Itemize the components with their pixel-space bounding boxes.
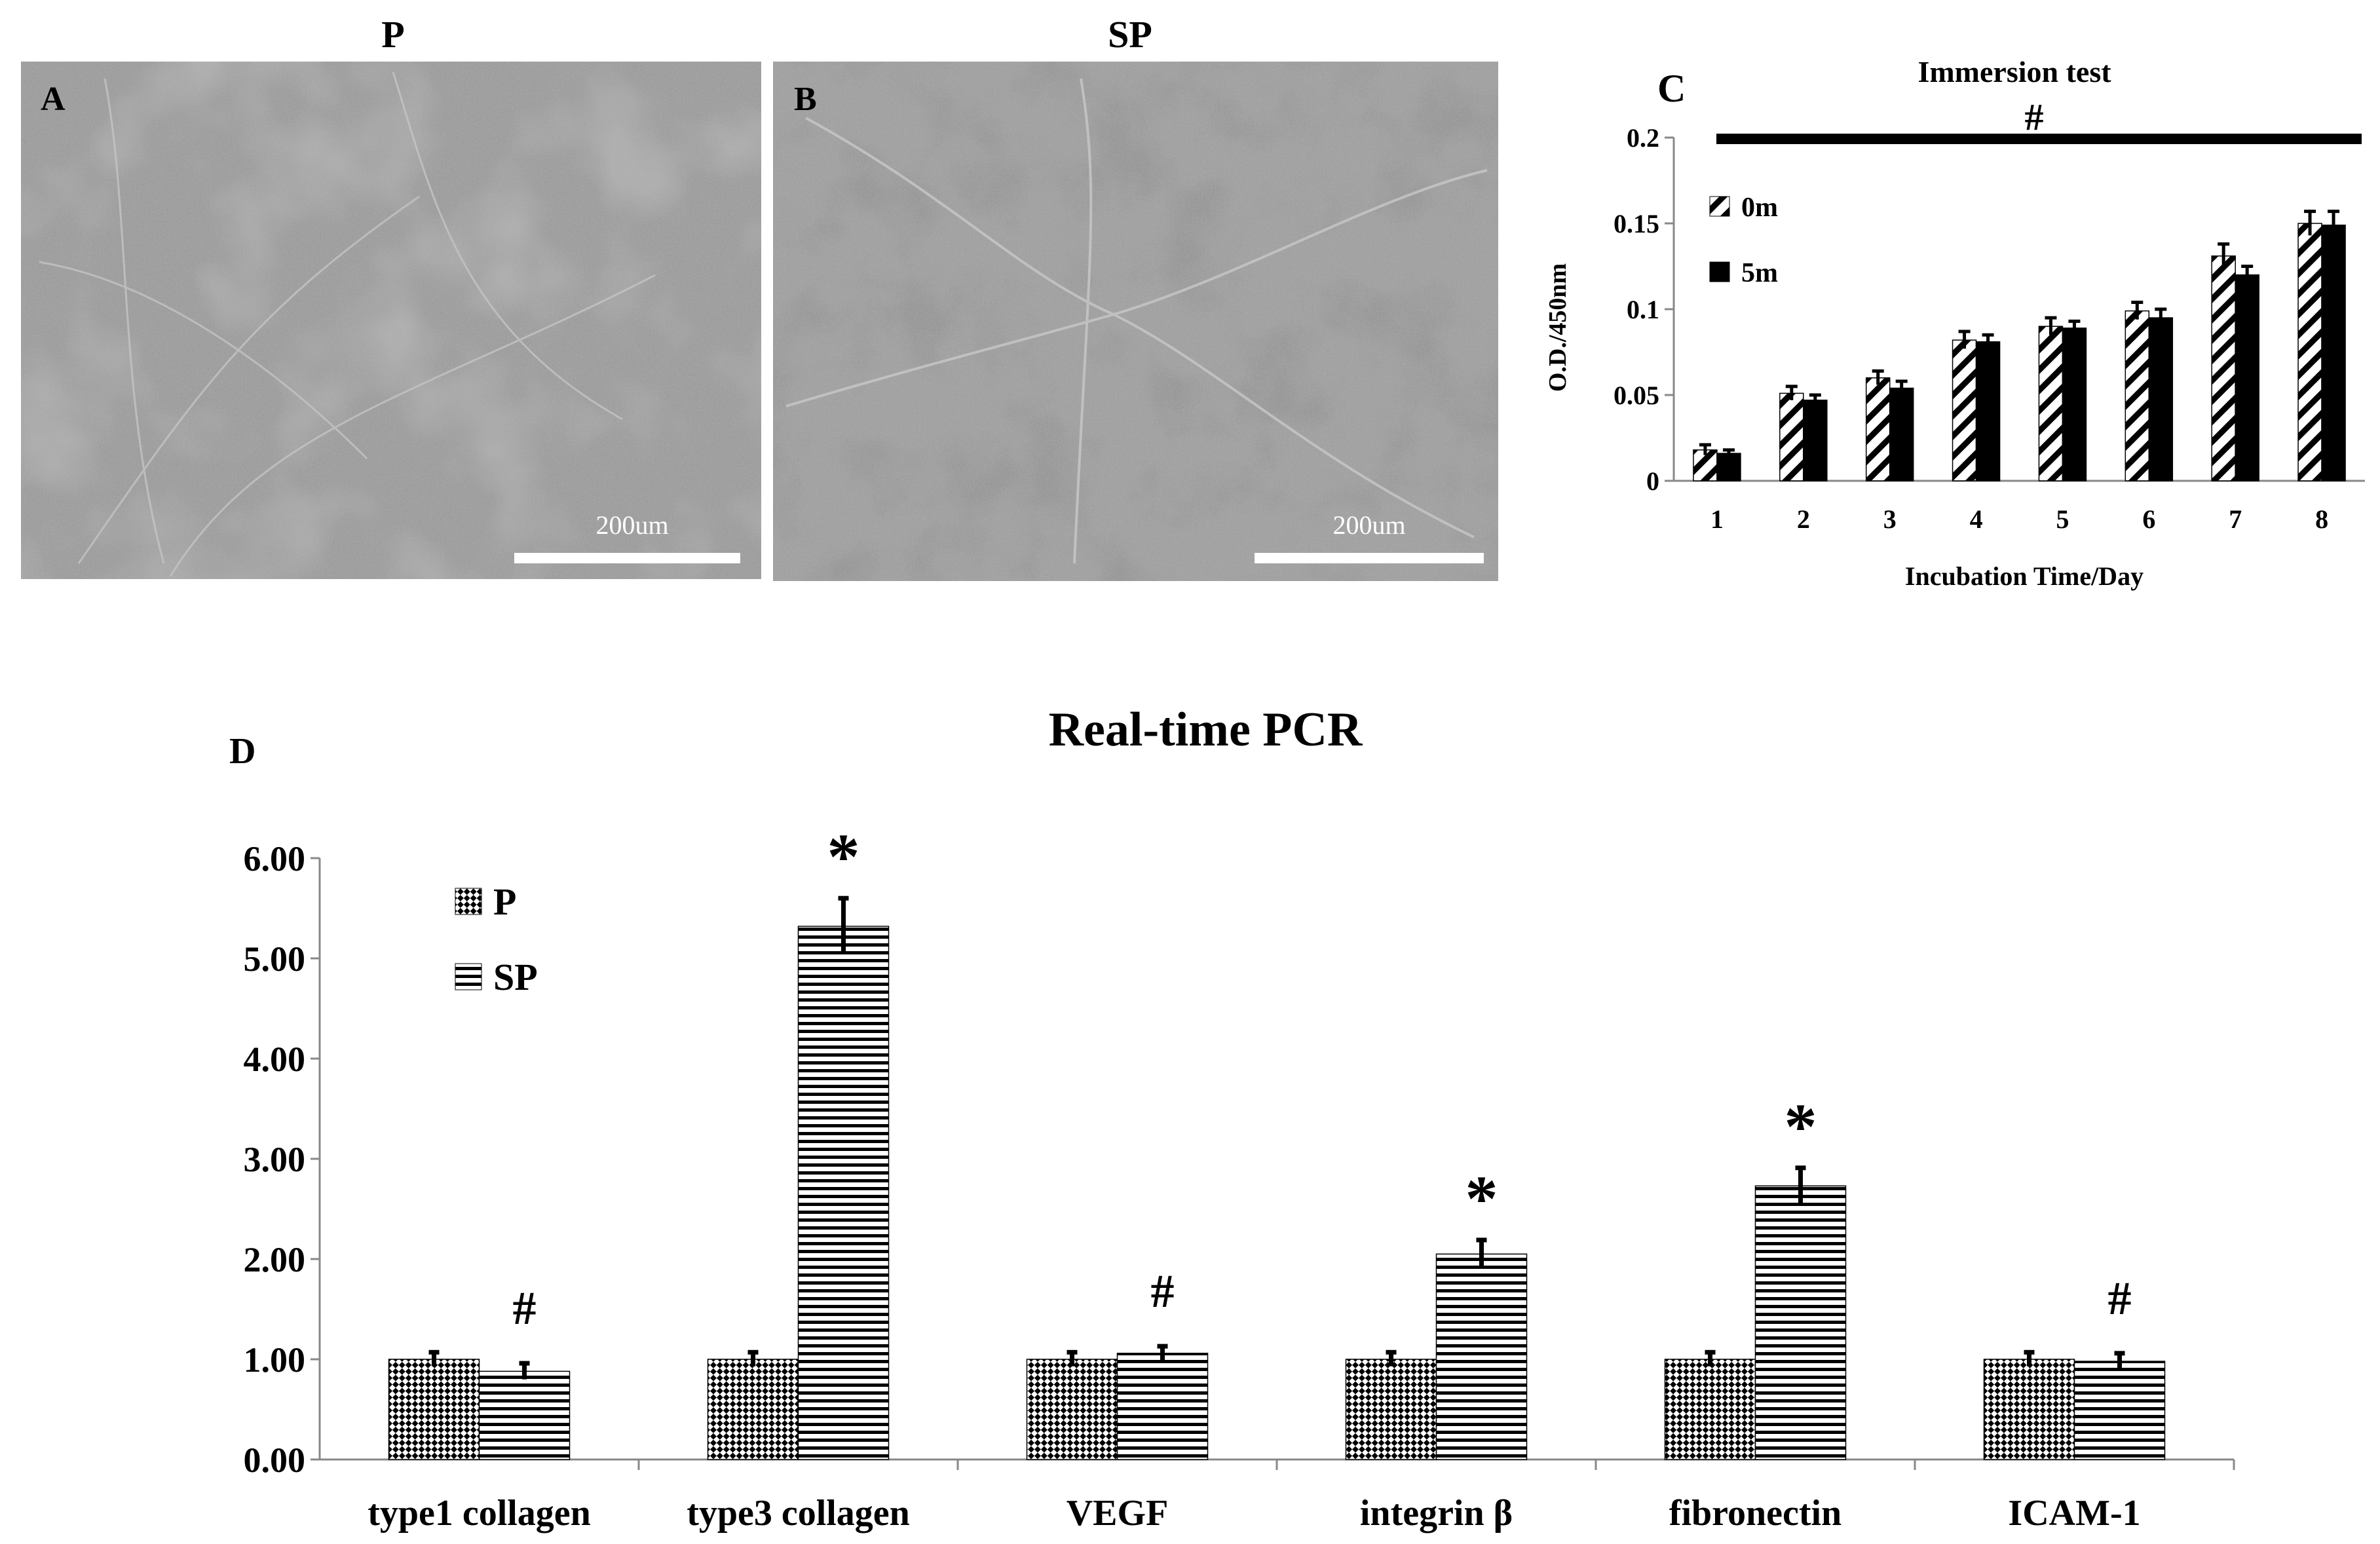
x-tick-label: 2 bbox=[1797, 504, 1810, 534]
bar bbox=[1116, 1353, 1209, 1460]
y-tick-label: 3.00 bbox=[244, 1140, 306, 1179]
bar bbox=[1983, 1359, 2075, 1460]
bar bbox=[1803, 400, 1828, 481]
bar bbox=[1345, 1359, 1437, 1460]
panel-d-letter: D bbox=[229, 731, 255, 772]
panel-a: A P 200um bbox=[21, 13, 761, 579]
bar bbox=[2211, 255, 2236, 481]
chart-c-significance-bar bbox=[1716, 134, 2362, 144]
x-tick-label: 7 bbox=[2229, 504, 2242, 534]
panel-b: B SP 200um bbox=[773, 13, 1498, 581]
panel-b-scale-label: 200um bbox=[1332, 510, 1405, 540]
bar bbox=[1026, 1359, 1118, 1460]
panel-b-grain bbox=[773, 62, 1498, 581]
legend-swatch bbox=[455, 963, 482, 990]
panel-a-scale-bar bbox=[514, 553, 740, 563]
x-tick-label: 5 bbox=[2056, 504, 2069, 534]
chart-c-title: Immersion test bbox=[1917, 55, 2111, 88]
legend-label: 0m bbox=[1741, 193, 1778, 223]
bar bbox=[1779, 392, 1804, 481]
x-tick-label: 8 bbox=[2315, 504, 2328, 534]
legend-swatch bbox=[455, 888, 482, 915]
y-tick-label: 1.00 bbox=[244, 1340, 306, 1380]
bar bbox=[2148, 317, 2174, 481]
significance-mark: # bbox=[2108, 1272, 2132, 1325]
bar bbox=[1664, 1359, 1756, 1460]
panel-b-fibers bbox=[785, 78, 1488, 564]
significance-mark: * bbox=[1785, 1090, 1817, 1163]
panel-c-letter: C bbox=[1657, 67, 1686, 110]
y-tick-label: 4.00 bbox=[244, 1040, 306, 1079]
y-tick-label: 6.00 bbox=[244, 839, 306, 878]
chart-real-time-pcr: D Real-time PCR 0.00 1.00 2.00 3.00 4.00 5.00… bbox=[229, 703, 2235, 1534]
y-tick-label: 5.00 bbox=[244, 939, 306, 979]
bar bbox=[707, 1359, 799, 1460]
chart-d-title: Real-time PCR bbox=[1049, 703, 1363, 757]
chart-c-xlabel: Incubation Time/Day bbox=[1905, 561, 2144, 591]
legend-label: SP bbox=[493, 956, 538, 998]
x-tick-label: VEGF bbox=[1067, 1493, 1169, 1534]
bar bbox=[797, 926, 890, 1460]
legend-label: P bbox=[493, 880, 516, 923]
y-tick-label: 0.2 bbox=[1627, 123, 1659, 153]
x-tick-label: 1 bbox=[1710, 504, 1724, 534]
legend-swatch bbox=[1709, 196, 1730, 217]
panel-b-scale-bar bbox=[1255, 553, 1484, 563]
y-tick-label: 0.1 bbox=[1627, 295, 1659, 324]
bar bbox=[1754, 1185, 1847, 1460]
panel-a-letter: A bbox=[41, 81, 66, 118]
panel-a-grain bbox=[21, 62, 761, 579]
significance-mark: * bbox=[827, 820, 860, 893]
bar bbox=[478, 1370, 571, 1460]
y-tick-label: 0 bbox=[1646, 466, 1659, 496]
legend-label: 5m bbox=[1741, 258, 1778, 288]
x-tick-label: 6 bbox=[2142, 504, 2155, 534]
x-tick-label: 3 bbox=[1883, 504, 1897, 534]
panel-b-letter: B bbox=[794, 81, 817, 118]
bar bbox=[388, 1359, 480, 1460]
y-tick-label: 0.05 bbox=[1614, 381, 1659, 410]
bar bbox=[2125, 310, 2150, 481]
bar bbox=[2235, 274, 2259, 481]
x-tick-label: type1 collagen bbox=[368, 1493, 591, 1534]
panel-a-title: P bbox=[381, 13, 404, 56]
chart-c-ylabel: O.D./450nm bbox=[1544, 263, 1572, 392]
panel-b-title: SP bbox=[1108, 13, 1152, 56]
bar bbox=[2073, 1361, 2166, 1460]
bar bbox=[1435, 1253, 1528, 1460]
bar bbox=[2321, 224, 2346, 481]
bar bbox=[1889, 387, 1914, 481]
y-tick-label: 0.15 bbox=[1614, 209, 1659, 238]
bar bbox=[2297, 223, 2322, 481]
panel-a-fibers bbox=[39, 71, 656, 577]
significance-mark: * bbox=[1465, 1162, 1498, 1235]
significance-mark: # bbox=[1151, 1265, 1175, 1317]
bar bbox=[1975, 341, 2001, 481]
x-tick-label: 4 bbox=[1970, 504, 1983, 534]
chart-c-significance-mark: # bbox=[2025, 96, 2044, 138]
bar bbox=[2038, 326, 2064, 481]
y-tick-label: 2.00 bbox=[244, 1240, 306, 1279]
bar bbox=[1716, 453, 1741, 481]
legend-swatch bbox=[1709, 261, 1730, 282]
panel-a-scale-label: 200um bbox=[595, 510, 668, 540]
bar bbox=[2062, 328, 2087, 481]
bar bbox=[1952, 339, 1977, 481]
x-tick-label: integrin β bbox=[1360, 1493, 1513, 1534]
bar bbox=[1865, 377, 1891, 481]
x-tick-label: ICAM-1 bbox=[2008, 1493, 2140, 1534]
chart-immersion-test: C Immersion test # O.D./450nm Incubation… bbox=[1544, 55, 2365, 591]
significance-mark: # bbox=[513, 1282, 537, 1334]
y-tick-label: 0.00 bbox=[244, 1440, 306, 1480]
x-tick-label: type3 collagen bbox=[687, 1493, 910, 1534]
x-tick-label: fibronectin bbox=[1669, 1493, 1842, 1534]
